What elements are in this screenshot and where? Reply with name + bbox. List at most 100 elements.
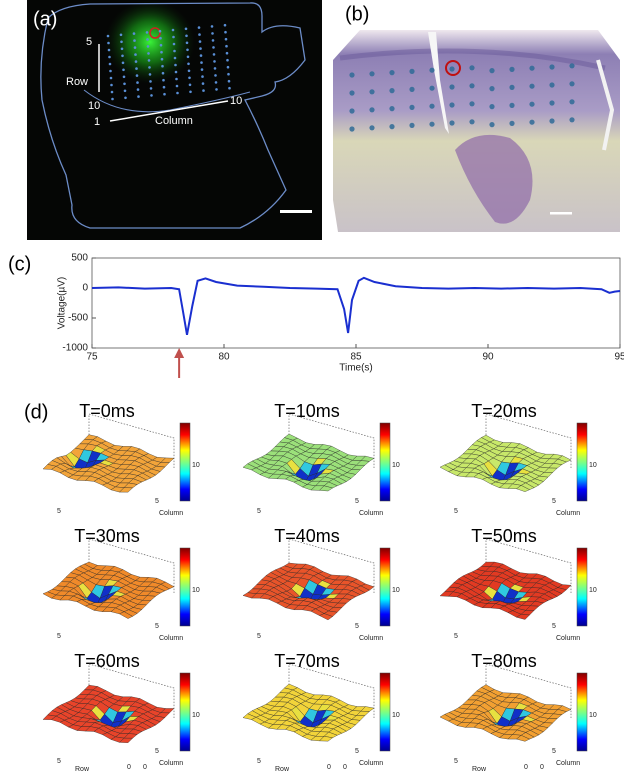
electrode-dot [409,69,414,74]
row-tick: 5 [86,36,92,48]
colorbar [577,423,587,501]
axis-tick: 5 [57,508,61,515]
electrode-dot [147,52,150,55]
electrode-dot [172,29,175,32]
panel-c: -1000-50005007580859095Time(s)Voltage(µV… [57,253,624,378]
axis-tick: 5 [454,758,458,765]
row-tick: 10 [88,100,100,112]
panel-a: (a) 5 Row 10 1 Column 10 [27,0,322,240]
electrode-dot [134,46,137,49]
axis-tick: 5 [57,633,61,640]
electrode-dot [211,32,214,35]
y-tick-label: -1000 [62,343,88,354]
electrode-dot [549,64,554,69]
electrode-dot [120,41,123,44]
electrode-dot [163,93,166,96]
glow [105,0,195,84]
electrode-dot [409,105,414,110]
electrode-dot [202,89,205,92]
electrode-dot [226,59,229,62]
scale-bar [550,212,572,215]
electrode-dot [185,35,188,38]
colorbar-tick: 10 [392,462,400,469]
axis-tick: 0 [540,764,544,771]
electrode-dot [569,63,574,68]
electrode-dot [198,26,201,29]
electrode-dot [188,77,191,80]
colorbar-tick: 10 [392,587,400,594]
plot-title: T=80ms [471,651,537,671]
electrode-dot [162,79,165,82]
electrode-dot [123,83,126,86]
colorbar [380,423,390,501]
electrode-dot [160,51,163,54]
electrode-dot [369,107,374,112]
plot-title: T=60ms [74,651,140,671]
electrode-dot [121,55,124,58]
electrode-dot [124,90,127,93]
electrode-dot [449,84,454,89]
electrode-dot [161,58,164,61]
electrode-dot [429,68,434,73]
electrode-dot [469,65,474,70]
axis-tick: 5 [257,758,261,765]
electrode-dot [201,75,204,78]
electrode-dot [349,108,354,113]
electrode-dot [449,120,454,125]
electrode-dot [212,46,215,49]
electrode-dot [159,30,162,33]
electrode-dot [123,76,126,79]
electrode-dot [213,60,216,63]
electrode-dot [173,43,176,46]
electrode-dot [133,32,136,35]
electrode-dot [211,25,214,28]
electrode-dot [569,117,574,122]
electrode-dot [163,86,166,89]
axis-tick: 5 [552,623,556,630]
x-tick-label: 80 [218,352,230,363]
electrode-dot [409,123,414,128]
scale-bar [280,210,312,213]
electrode-dot [149,80,152,83]
axis-tick: 5 [355,498,359,505]
electrode-dot [389,70,394,75]
colorbar [380,673,390,751]
colorbar [180,673,190,751]
colorbar-tick: 10 [589,712,597,719]
electrode-dot [174,64,177,67]
electrode-dot [226,52,229,55]
panel-label: (c) [8,253,31,275]
axis-tick: 5 [155,748,159,755]
plot-title: T=10ms [274,401,340,421]
electrode-dot [389,88,394,93]
axis-label: Column [359,635,383,642]
electrode-dot [489,104,494,109]
axis-tick: 5 [257,508,261,515]
electrode-dot [150,87,153,90]
plot-title: T=40ms [274,526,340,546]
electrode-dot [109,63,112,66]
electrode-dot [198,33,201,36]
axis-tick: 0 [343,764,347,771]
electrode-dot [199,47,202,50]
electrode-dot [120,34,123,37]
axis-tick: 5 [355,748,359,755]
axis-label: Column [556,510,580,517]
electrode-dot [369,71,374,76]
electrode-dot [212,39,215,42]
electrode-dot [389,124,394,129]
axis-tick: 5 [552,498,556,505]
colorbar-tick: 10 [192,587,200,594]
colorbar-tick: 10 [392,712,400,719]
column-tick: 10 [230,95,242,107]
electrode-dot [469,119,474,124]
electrode-dot [509,103,514,108]
electrode-dot [549,82,554,87]
plot-title: T=50ms [471,526,537,546]
colorbar-tick: 10 [192,462,200,469]
electrode-dot [449,102,454,107]
axis-tick: 5 [454,508,458,515]
axis-label: Row [472,766,487,773]
electrode-dot [110,77,113,80]
electrode-dot [549,118,554,123]
